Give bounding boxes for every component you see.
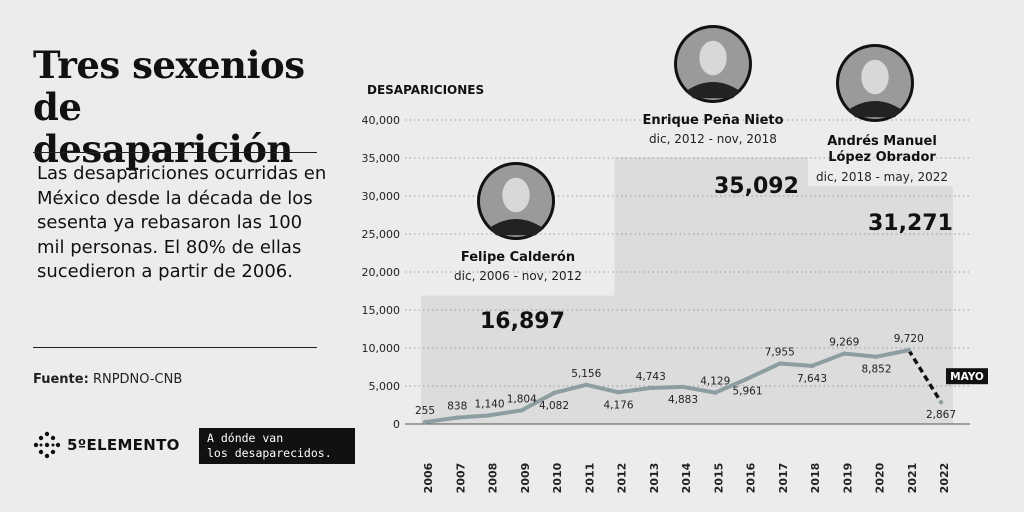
presidency-band-2 [614, 157, 808, 425]
x-tick-label: 2021 [906, 463, 919, 494]
presidency-dates: dic, 2018 - may, 2022 [816, 170, 948, 184]
data-point [777, 361, 782, 366]
divider-top [33, 152, 317, 153]
adonde-van-logo: A dónde van los desaparecidos. [199, 428, 355, 464]
y-tick-label: 20,000 [362, 266, 401, 279]
data-label: 9,269 [829, 337, 859, 349]
dots-logo-icon [33, 431, 61, 459]
x-tick-label: 2016 [745, 462, 758, 493]
y-axis-label: DESAPARICIONES [367, 83, 484, 97]
data-label: 838 [447, 401, 467, 413]
x-tick-label: 2018 [809, 463, 822, 494]
data-label: 1,804 [507, 393, 537, 405]
portrait-face-2 [699, 40, 727, 76]
presidency-name: Felipe Calderón [461, 250, 575, 265]
series-line-partial [907, 349, 943, 404]
mayo-annotation-box [946, 368, 988, 385]
data-point [648, 385, 653, 391]
data-label: 4,883 [668, 394, 698, 406]
data-label: 4,743 [636, 371, 666, 383]
y-tick-label: 40,000 [362, 114, 401, 127]
data-point [422, 419, 428, 425]
y-tick-label: 35,000 [362, 152, 401, 165]
data-label: 5,156 [571, 368, 601, 380]
presidency-band-1 [421, 295, 615, 424]
x-tick-label: 2010 [551, 462, 564, 493]
presidency-name: Andrés Manuel [827, 134, 937, 149]
x-tick-label: 2008 [487, 463, 500, 494]
x-tick-label: 2019 [841, 463, 854, 494]
x-tick-label: 2013 [648, 463, 661, 494]
presidency-dates: dic, 2012 - nov, 2018 [649, 132, 777, 146]
data-point [713, 390, 718, 395]
presidency-name: López Obrador [828, 150, 936, 165]
portrait-shoulders-1 [489, 219, 543, 236]
adonde-line1: A dónde van [207, 431, 284, 445]
portrait-shoulders-2 [686, 82, 740, 99]
y-tick-label: 5,000 [369, 380, 401, 393]
data-label: 9,720 [894, 333, 924, 345]
x-tick-label: 2009 [519, 463, 532, 494]
x-tick-label: 2007 [454, 463, 467, 494]
portrait-face-1 [502, 177, 530, 213]
presidency-dates: dic, 2006 - nov, 2012 [454, 269, 582, 283]
mayo-annotation-label: MAYO [950, 371, 984, 383]
presidency-name: Enrique Peña Nieto [642, 113, 783, 128]
y-tick-label: 0 [393, 418, 400, 431]
x-tick-label: 2011 [583, 463, 596, 494]
data-label: 255 [415, 405, 435, 417]
source-value: RNPDNO-CNB [92, 372, 183, 387]
y-tick-label: 10,000 [362, 342, 401, 355]
portrait-face-3 [861, 59, 889, 95]
data-point [842, 351, 847, 356]
presidency-total-3: 31,271 [868, 211, 953, 236]
data-label: 5,961 [732, 386, 762, 398]
adonde-line2: los desaparecidos. [207, 446, 332, 460]
data-point [906, 347, 911, 353]
presidency-band-3 [808, 186, 953, 424]
x-tick-label: 2017 [777, 463, 790, 494]
x-tick-label: 2020 [874, 462, 887, 493]
portrait-shoulders-3 [848, 101, 902, 118]
quinto-elemento-name: 5ºELEMENTO [67, 436, 180, 454]
data-point [745, 376, 750, 381]
x-tick-label: 2006 [422, 462, 435, 493]
x-tick-label: 2014 [680, 462, 693, 493]
data-point [938, 400, 944, 405]
data-label: 1,140 [474, 398, 504, 410]
y-tick-label: 30,000 [362, 190, 401, 203]
data-point [584, 382, 589, 388]
x-tick-label: 2012 [616, 463, 629, 494]
data-point [616, 390, 621, 395]
data-point [809, 363, 815, 369]
data-point [487, 413, 492, 418]
data-point [519, 408, 524, 413]
data-label: 4,129 [700, 376, 730, 388]
data-label: 4,082 [539, 400, 569, 412]
data-label: 4,176 [603, 399, 633, 411]
series-line [423, 348, 911, 425]
data-label: 2,867 [926, 409, 956, 421]
data-label: 7,643 [797, 373, 827, 385]
data-point [455, 415, 460, 420]
description: Las desapariciones ocurridas en México d… [37, 163, 327, 282]
x-tick-label: 2022 [938, 463, 951, 494]
x-tick-label: 2015 [712, 463, 725, 494]
presidency-total-2: 35,092 [714, 174, 799, 199]
source-credit: Fuente: RNPDNO-CNB [33, 372, 182, 387]
divider-bottom [33, 347, 317, 348]
data-point [874, 354, 879, 359]
page-title: Tres sexenios de desaparición [33, 43, 305, 171]
data-label: 8,852 [861, 364, 891, 376]
source-label: Fuente: [33, 372, 89, 387]
data-point [551, 390, 557, 396]
y-tick-label: 25,000 [362, 228, 401, 241]
data-label: 7,955 [765, 347, 795, 359]
presidency-total-1: 16,897 [480, 309, 565, 334]
data-point [680, 384, 686, 390]
y-tick-label: 15,000 [362, 304, 401, 317]
quinto-elemento-logo: 5ºELEMENTO [33, 431, 180, 459]
